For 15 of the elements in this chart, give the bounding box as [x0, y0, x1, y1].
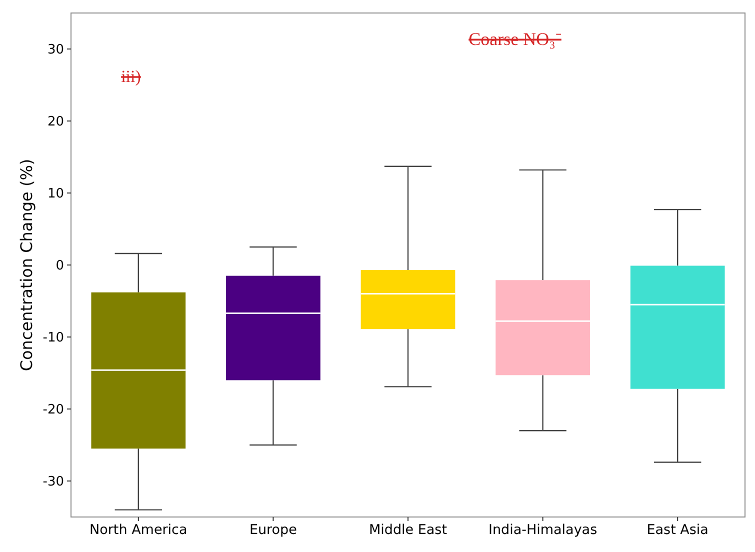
x-tick-label: Europe: [249, 522, 297, 538]
x-tick-label: East Asia: [646, 522, 708, 538]
text: Coarse NO₃⁻: [468, 29, 562, 49]
y-tick-label: -10: [42, 330, 64, 346]
y-tick-label: 10: [47, 186, 64, 202]
annotation: iii): [121, 67, 141, 86]
x-tick-label: Middle East: [368, 522, 448, 538]
y-tick-label: 20: [47, 114, 64, 130]
x-tick-label: India-Himalayas: [488, 522, 598, 538]
y-tick-label: -30: [42, 474, 64, 490]
y-tick-label: 0: [56, 258, 64, 274]
y-tick-label: 30: [47, 42, 64, 58]
y-axis-title: Concentration Change (%): [17, 158, 36, 372]
x-tick-label: North America: [90, 522, 188, 538]
y-tick-label: -20: [42, 402, 64, 418]
